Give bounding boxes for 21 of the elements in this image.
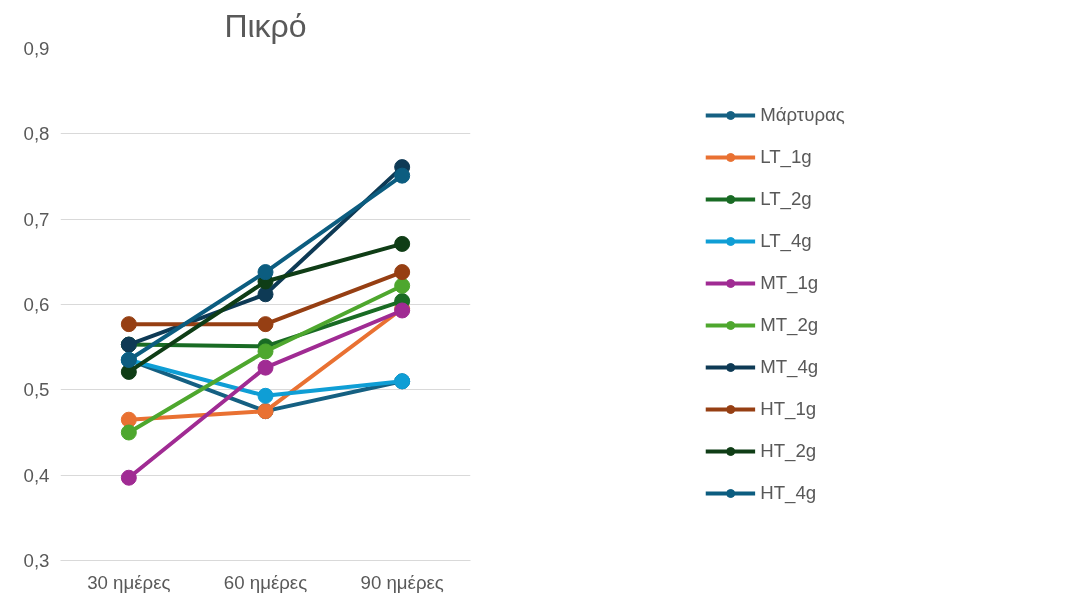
legend-label: HT_1g xyxy=(760,397,817,422)
chart-title: Πικρό xyxy=(224,7,307,44)
legend-label: HT_4g xyxy=(760,481,817,506)
y-tick-label: 0,4 xyxy=(23,464,50,486)
y-tick-label: 0,6 xyxy=(23,294,50,315)
y-tick-label: 0,5 xyxy=(23,379,50,401)
y-tick-label: 0,8 xyxy=(23,123,50,145)
y-tick-label: 0,7 xyxy=(23,208,50,230)
x-tick-label: 90 ημέρες xyxy=(360,571,444,593)
legend-label: MT_4g xyxy=(760,355,819,380)
legend-label: Μάρτυρας xyxy=(760,103,845,127)
x-tick-label: 30 ημέρες xyxy=(87,571,171,593)
legend-label: LT_1g xyxy=(760,145,812,170)
y-tick-label: 0,3 xyxy=(23,550,50,571)
x-tick-label: 60 ημέρες xyxy=(223,571,308,593)
legend-label: LT_4g xyxy=(760,229,812,254)
legend-label: MT_2g xyxy=(760,313,819,338)
legend-label: LT_2g xyxy=(760,187,812,212)
legend-label: MT_1g xyxy=(760,271,819,296)
legend-label: HT_2g xyxy=(760,439,817,464)
y-tick-label: 0,9 xyxy=(23,38,50,59)
